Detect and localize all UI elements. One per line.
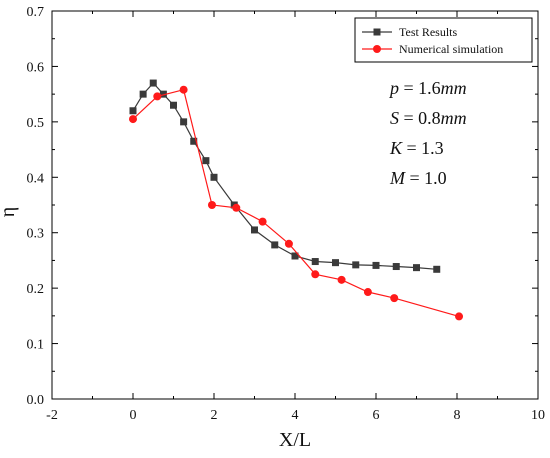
legend-label-numerical-simulation: Numerical simulation xyxy=(399,42,503,56)
data-point-test-results xyxy=(413,264,420,272)
data-point-test-results xyxy=(271,241,279,249)
data-point-test-results xyxy=(311,258,319,266)
series-numerical-simulation xyxy=(129,85,464,321)
data-point-numerical-simulation xyxy=(179,85,188,94)
y-tick-label: 0.2 xyxy=(27,282,45,297)
x-tick-label: 10 xyxy=(531,408,545,423)
data-point-test-results xyxy=(291,252,299,260)
data-point-test-results xyxy=(180,118,188,126)
legend-marker-test-results xyxy=(373,28,381,36)
data-point-test-results xyxy=(332,259,339,267)
data-point-test-results xyxy=(352,261,360,269)
y-tick-label: 0.1 xyxy=(27,338,45,353)
y-tick-labels: 0.0 0.1 0.2 0.3 0.4 0.5 0.6 0.7 xyxy=(27,5,45,408)
legend-label-test-results: Test Results xyxy=(399,25,457,39)
data-point-numerical-simulation xyxy=(129,115,137,124)
series-layer xyxy=(129,79,464,321)
y-tick-label: 0.6 xyxy=(27,60,45,75)
data-point-numerical-simulation xyxy=(258,217,267,226)
data-point-test-results xyxy=(170,101,177,109)
plot-frame xyxy=(51,10,539,400)
data-point-test-results xyxy=(202,157,210,165)
legend-marker-numerical-simulation xyxy=(373,45,381,53)
data-point-numerical-simulation xyxy=(455,312,464,321)
x-axis-label: X/L xyxy=(279,429,311,451)
x-tick-label: 4 xyxy=(292,408,299,423)
data-point-test-results xyxy=(372,261,380,269)
y-tick-label: 0.0 xyxy=(27,393,45,408)
y-axis-label: η xyxy=(0,207,19,217)
y-tick-label: 0.3 xyxy=(27,227,45,242)
data-point-test-results xyxy=(139,90,147,98)
annotation-p: p = 1.6mm xyxy=(388,78,467,98)
data-point-numerical-simulation xyxy=(207,201,216,209)
annotation-m: M = 1.0 xyxy=(389,168,447,188)
annotation-s: S = 0.8mm xyxy=(390,108,467,128)
data-point-test-results xyxy=(251,226,258,234)
data-point-test-results xyxy=(392,263,400,271)
data-point-numerical-simulation xyxy=(232,203,241,212)
legend: Test Results Numerical simulation xyxy=(354,17,533,63)
x-tick-labels: -2 0 2 4 6 8 10 xyxy=(46,408,545,423)
y-tick-label: 0.5 xyxy=(27,116,45,131)
data-point-numerical-simulation xyxy=(311,270,320,279)
series-line-numerical-simulation xyxy=(132,88,460,317)
x-tick-label: 8 xyxy=(454,408,461,423)
data-point-numerical-simulation xyxy=(284,239,293,248)
x-tick-label: 6 xyxy=(373,408,380,423)
data-point-numerical-simulation xyxy=(363,288,372,297)
parameter-annotations: p = 1.6mm S = 0.8mm K = 1.3 M = 1.0 xyxy=(388,78,467,188)
data-point-numerical-simulation xyxy=(390,294,399,303)
y-tick-label: 0.7 xyxy=(27,5,45,20)
y-tick-label: 0.4 xyxy=(27,171,45,186)
data-point-test-results xyxy=(190,137,198,145)
data-point-test-results xyxy=(433,265,441,273)
data-point-test-results xyxy=(129,107,137,115)
x-tick-label: 2 xyxy=(211,408,218,423)
x-tick-label: -2 xyxy=(46,408,58,423)
data-point-test-results xyxy=(149,79,157,87)
data-point-test-results xyxy=(210,173,218,181)
data-point-numerical-simulation xyxy=(153,92,162,101)
legend-box xyxy=(354,17,533,63)
annotation-k: K = 1.3 xyxy=(389,138,444,158)
x-tick-label: 0 xyxy=(130,408,137,423)
data-point-numerical-simulation xyxy=(337,275,346,284)
axis-ticks xyxy=(51,10,539,400)
data-point-test-results xyxy=(159,90,167,98)
